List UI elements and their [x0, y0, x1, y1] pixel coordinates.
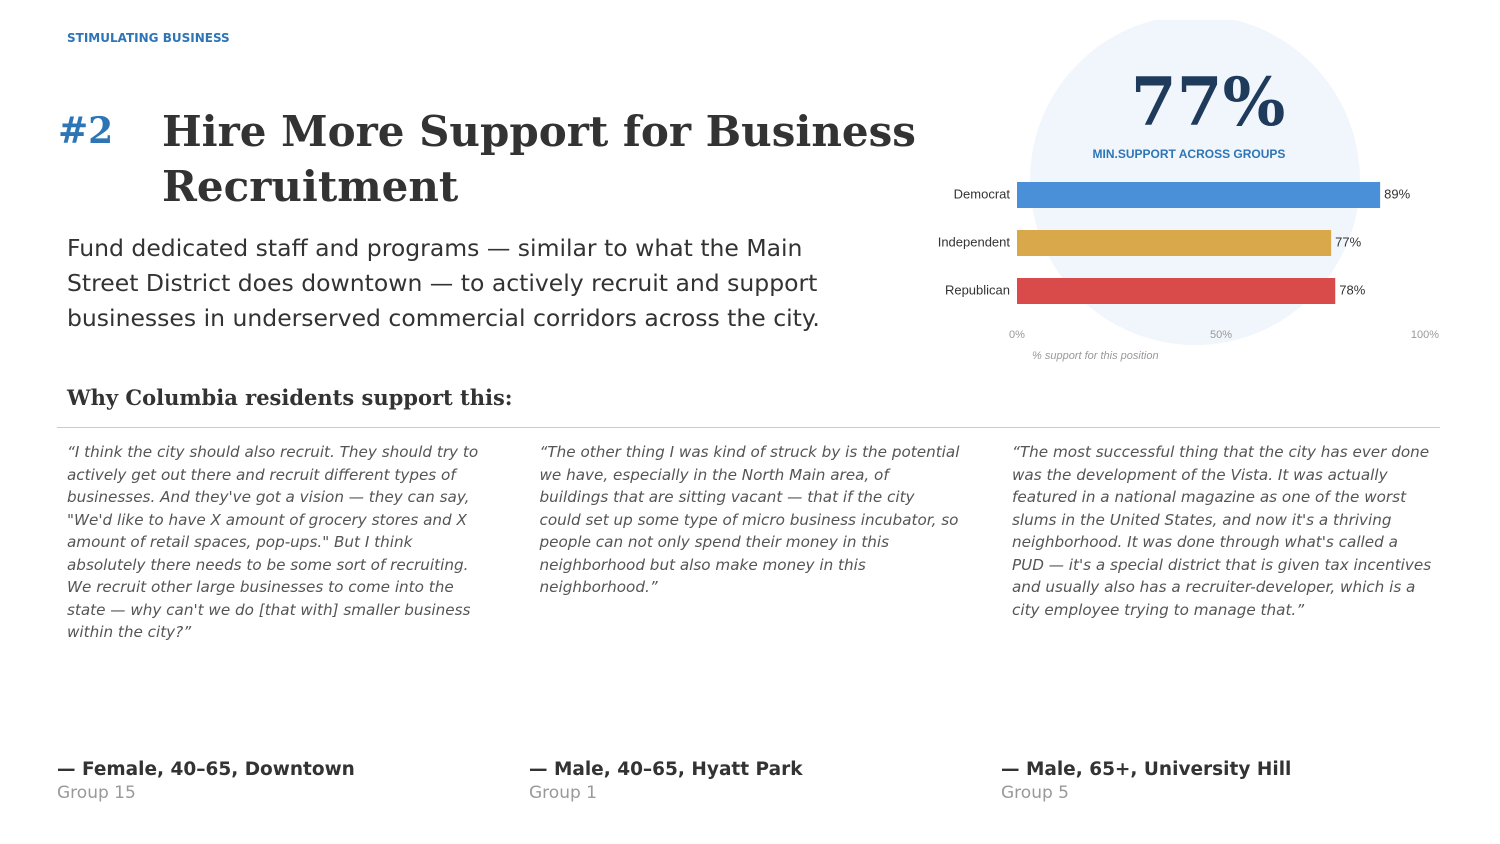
value-label: 77%	[1335, 234, 1361, 249]
x-tick-label: 50%	[1210, 329, 1232, 341]
stat-label: MIN.SUPPORT ACROSS GROUPS	[1093, 147, 1286, 161]
x-tick-label: 100%	[1411, 329, 1439, 341]
quote-speaker: — Male, 65+, University Hill	[1001, 759, 1292, 780]
divider	[57, 427, 1440, 428]
quote-speaker: — Male, 40–65, Hyatt Park	[529, 759, 803, 780]
x-tick-label: 0%	[1009, 329, 1025, 341]
value-label: 89%	[1384, 186, 1410, 201]
title: Hire More Support for Business Recruitme…	[162, 107, 916, 211]
value-label: 78%	[1339, 282, 1365, 297]
bar	[1017, 278, 1336, 304]
description: Fund dedicated staff and programs — simi…	[67, 234, 820, 332]
stat-value: 77%	[1131, 63, 1286, 141]
quote-text: “The other thing I was kind of struck by…	[539, 443, 960, 596]
rank-number: #2	[58, 110, 114, 152]
quote-group: Group 1	[529, 783, 597, 803]
quote-text: “The most successful thing that the city…	[1012, 443, 1432, 619]
category-label: Independent	[938, 234, 1011, 249]
category-label: Republican	[945, 282, 1010, 297]
bar	[1017, 230, 1332, 256]
x-axis-label: % support for this position	[1032, 350, 1159, 362]
quote-speaker: — Female, 40–65, Downtown	[57, 759, 355, 780]
chart: 77% MIN.SUPPORT ACROSS GROUPS 0% 50% 100%%…	[938, 20, 1439, 362]
quote-group: Group 5	[1001, 783, 1069, 803]
section-label: STIMULATING BUSINESS	[67, 31, 230, 45]
category-label: Democrat	[954, 186, 1011, 201]
quote-group: Group 15	[57, 783, 136, 803]
quotes-heading: Why Columbia residents support this:	[67, 385, 513, 410]
bar	[1017, 182, 1381, 208]
quote-text: “I think the city should also recruit. T…	[67, 443, 479, 641]
